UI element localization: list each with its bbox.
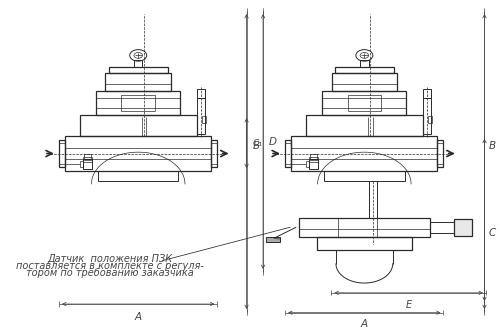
Bar xyxy=(322,91,406,115)
Text: поставляется в комплекте с регуля-: поставляется в комплекте с регуля- xyxy=(16,261,204,271)
Bar xyxy=(324,171,404,181)
Text: D: D xyxy=(268,136,276,147)
Bar xyxy=(84,154,91,160)
Bar xyxy=(317,237,412,250)
Bar xyxy=(438,140,444,167)
Bar xyxy=(360,60,368,67)
Bar xyxy=(96,91,180,115)
Text: B: B xyxy=(488,140,496,151)
Text: C: C xyxy=(488,228,496,238)
Text: C₁: C₁ xyxy=(252,139,262,148)
Bar xyxy=(285,140,292,167)
Bar xyxy=(202,116,206,123)
Bar xyxy=(134,60,142,67)
Bar xyxy=(59,140,65,167)
Text: A: A xyxy=(134,312,142,322)
Bar xyxy=(98,171,178,181)
Bar xyxy=(211,140,218,167)
Bar xyxy=(423,89,431,98)
Bar xyxy=(82,157,92,162)
Text: тором по требованию заказчика: тором по требованию заказчика xyxy=(26,268,194,278)
Text: B: B xyxy=(252,140,260,151)
Bar xyxy=(298,217,430,237)
Bar xyxy=(454,219,472,236)
Text: E: E xyxy=(406,300,412,310)
Bar xyxy=(196,98,205,134)
Bar xyxy=(309,157,318,162)
Bar xyxy=(310,154,318,160)
Text: Датчик  положения ПЗК: Датчик положения ПЗК xyxy=(48,254,172,264)
Bar xyxy=(423,98,431,134)
Bar xyxy=(292,136,438,171)
Bar xyxy=(430,222,454,233)
Bar xyxy=(80,162,83,167)
Text: A: A xyxy=(361,319,368,329)
Bar xyxy=(108,67,168,73)
Bar xyxy=(122,95,155,112)
Bar xyxy=(332,73,397,91)
Bar xyxy=(428,116,432,123)
Bar xyxy=(335,67,394,73)
Bar xyxy=(80,115,196,136)
Bar xyxy=(197,89,204,98)
Bar xyxy=(82,159,92,169)
Bar xyxy=(309,159,318,169)
Bar xyxy=(306,115,423,136)
Bar xyxy=(106,73,171,91)
Bar xyxy=(306,162,310,167)
Bar xyxy=(266,237,280,242)
Bar xyxy=(65,136,211,171)
Bar xyxy=(348,95,381,112)
